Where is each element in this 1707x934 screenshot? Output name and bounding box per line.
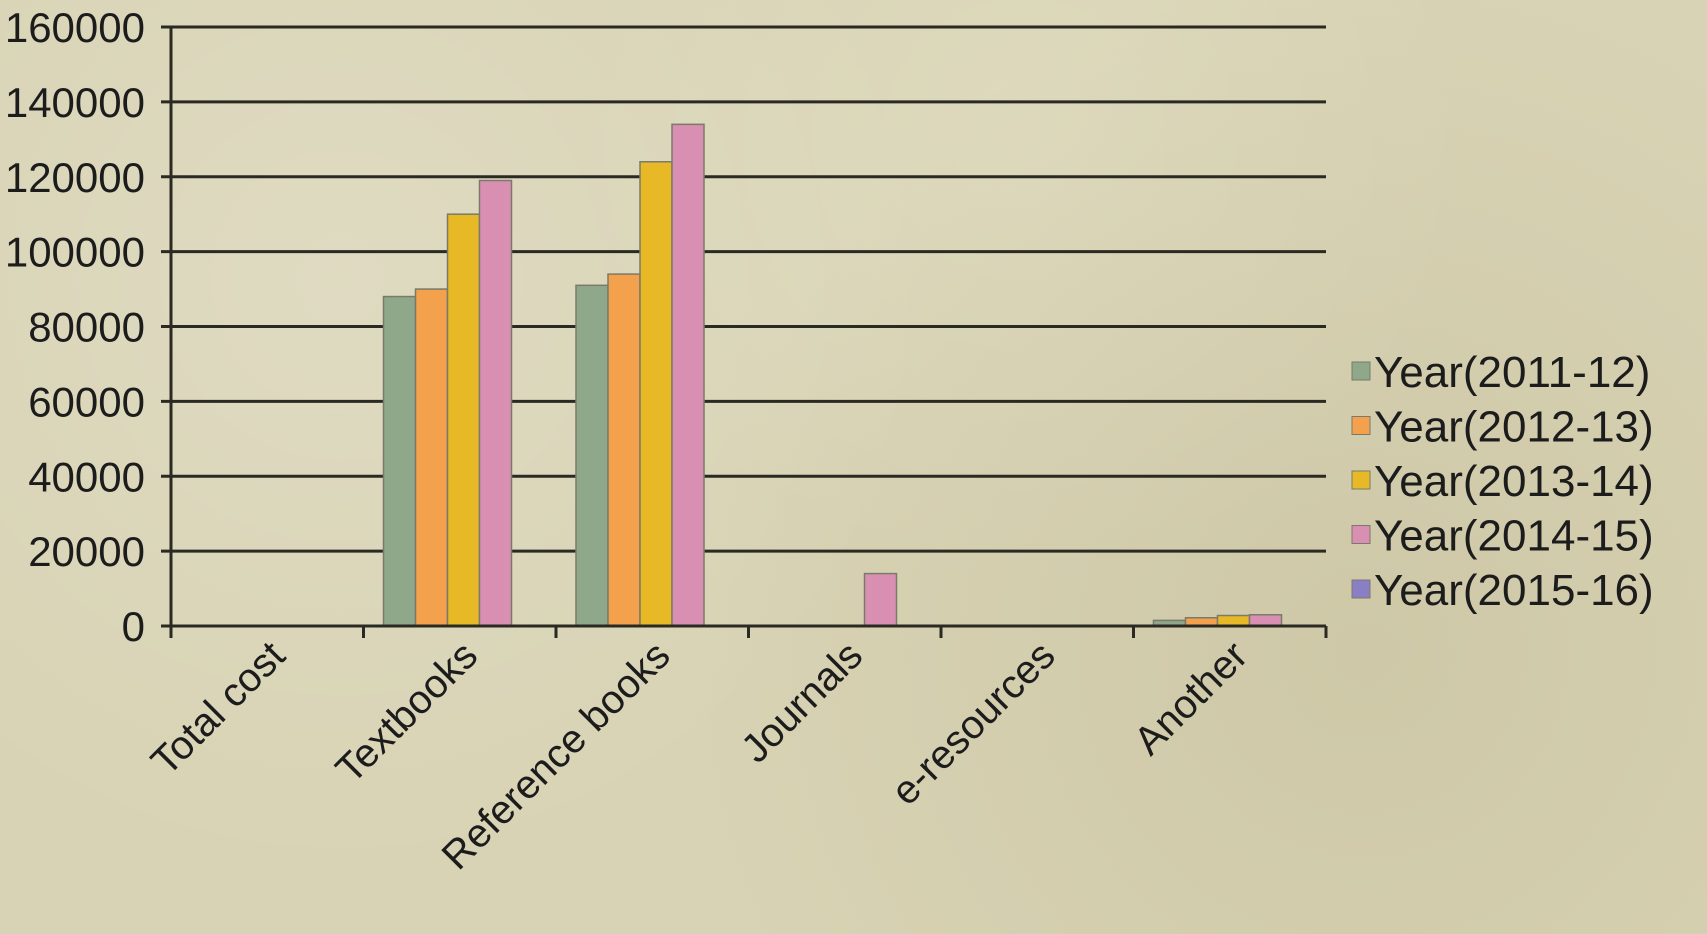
legend-label: Year(2014-15) bbox=[1374, 512, 1654, 561]
x-category-label: Another bbox=[1126, 633, 1256, 763]
legend-label: Year(2012-13) bbox=[1374, 403, 1654, 452]
y-tick-label: 60000 bbox=[28, 378, 145, 425]
y-tick-label: 120000 bbox=[5, 154, 145, 201]
legend-label: Year(2013-14) bbox=[1374, 457, 1654, 506]
x-category-label: e-resources bbox=[883, 633, 1063, 813]
bar-reference-books-year-2011-12 bbox=[575, 284, 609, 627]
gridlines bbox=[171, 25, 1326, 553]
legend-swatch-year-2011-12 bbox=[1351, 361, 1371, 381]
bar-reference-books-year-2013-14 bbox=[639, 161, 673, 627]
legend: Year(2011-12) Year(2012-13) Year(2013-14) Y… bbox=[1351, 348, 1654, 615]
y-tick-label: 40000 bbox=[28, 453, 145, 500]
bar-textbooks-year-2011-12 bbox=[382, 295, 417, 627]
bar-textbooks-year-2012-13 bbox=[414, 288, 449, 627]
y-tick-label: 140000 bbox=[5, 79, 145, 126]
x-category-label: Textbooks bbox=[328, 633, 486, 791]
legend-label: Year(2011-12) bbox=[1374, 348, 1650, 397]
legend-label: Year(2015-16) bbox=[1374, 566, 1654, 615]
bars bbox=[382, 123, 1283, 627]
legend-swatch-year-2013-14 bbox=[1351, 470, 1371, 490]
y-axis-tick-labels: 0 20000 40000 60000 80000 100000 120000 140000 1… bbox=[5, 4, 145, 650]
bar-reference-books-year-2012-13 bbox=[607, 273, 641, 627]
x-category-label: Total cost bbox=[143, 633, 294, 784]
bar-textbooks-year-2014-15 bbox=[478, 179, 513, 627]
bar-journals-year-2014-15 bbox=[863, 572, 898, 627]
y-tick-label: 100000 bbox=[5, 229, 145, 276]
x-category-label: Journals bbox=[733, 633, 871, 771]
y-tick-label: 20000 bbox=[28, 528, 145, 575]
y-tick-label: 80000 bbox=[28, 304, 145, 351]
bar-textbooks-year-2013-14 bbox=[446, 213, 481, 627]
bar-reference-books-year-2014-15 bbox=[671, 123, 705, 627]
legend-swatch-year-2015-16 bbox=[1351, 579, 1371, 599]
bar-another-year-2014-15 bbox=[1248, 614, 1283, 627]
legend-swatch-year-2012-13 bbox=[1351, 416, 1371, 435]
y-tick-label: 160000 bbox=[5, 4, 145, 51]
y-tick-label: 0 bbox=[122, 603, 145, 650]
axes bbox=[161, 25, 1328, 638]
legend-swatch-year-2014-15 bbox=[1351, 525, 1371, 544]
bar-another-year-2013-14 bbox=[1216, 614, 1251, 627]
